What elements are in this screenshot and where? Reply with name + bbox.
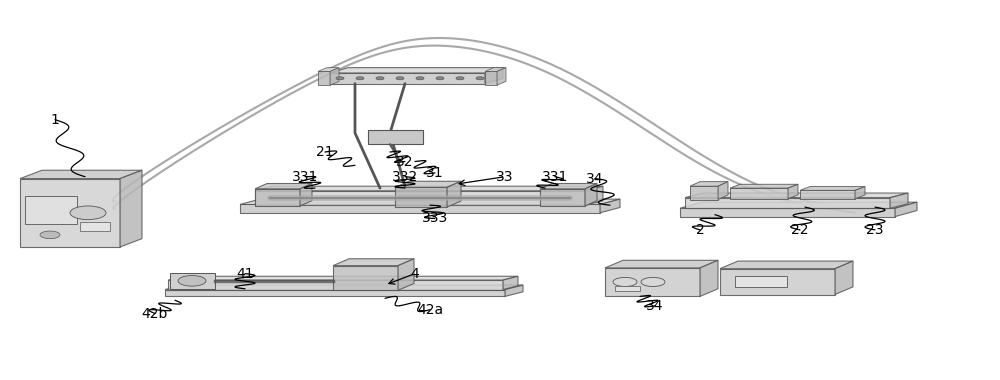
Polygon shape — [447, 181, 461, 207]
FancyBboxPatch shape — [735, 276, 787, 287]
Polygon shape — [540, 184, 597, 189]
Text: 42b: 42b — [142, 307, 168, 320]
Polygon shape — [585, 186, 603, 205]
Polygon shape — [720, 261, 853, 269]
Circle shape — [70, 206, 106, 220]
Text: 42a: 42a — [417, 303, 443, 317]
Text: 4: 4 — [411, 267, 419, 280]
Polygon shape — [890, 193, 908, 208]
Polygon shape — [505, 285, 523, 296]
Polygon shape — [333, 259, 414, 266]
Polygon shape — [685, 193, 908, 198]
Polygon shape — [255, 191, 585, 205]
Text: 34: 34 — [586, 172, 604, 185]
FancyBboxPatch shape — [368, 130, 423, 144]
Polygon shape — [720, 269, 835, 294]
FancyBboxPatch shape — [170, 273, 215, 289]
Polygon shape — [120, 170, 142, 247]
Polygon shape — [300, 184, 312, 206]
Polygon shape — [585, 184, 597, 206]
Text: 32: 32 — [396, 155, 414, 168]
Text: 41: 41 — [236, 267, 254, 280]
Circle shape — [436, 77, 444, 80]
Polygon shape — [165, 290, 505, 296]
Polygon shape — [680, 202, 917, 208]
Circle shape — [641, 277, 665, 287]
Polygon shape — [240, 204, 600, 213]
Circle shape — [476, 77, 484, 80]
Polygon shape — [605, 268, 700, 296]
Polygon shape — [718, 182, 728, 200]
Polygon shape — [600, 199, 620, 213]
Text: 333: 333 — [422, 212, 448, 225]
FancyBboxPatch shape — [25, 196, 77, 224]
Polygon shape — [330, 73, 485, 84]
Polygon shape — [318, 71, 330, 85]
Polygon shape — [333, 266, 398, 290]
Polygon shape — [485, 68, 506, 71]
Circle shape — [396, 77, 404, 80]
Polygon shape — [398, 259, 414, 290]
Polygon shape — [330, 68, 339, 85]
Polygon shape — [895, 202, 917, 217]
Polygon shape — [690, 186, 718, 200]
Polygon shape — [395, 181, 461, 187]
Text: 2: 2 — [696, 223, 704, 237]
Circle shape — [336, 77, 344, 80]
Polygon shape — [165, 285, 523, 290]
Polygon shape — [255, 184, 312, 189]
Text: 22: 22 — [791, 223, 809, 237]
Polygon shape — [730, 188, 788, 199]
Polygon shape — [800, 187, 865, 190]
Polygon shape — [685, 198, 890, 208]
Polygon shape — [788, 184, 798, 199]
Circle shape — [613, 277, 637, 287]
Polygon shape — [680, 208, 895, 217]
Polygon shape — [255, 186, 603, 191]
Polygon shape — [540, 189, 585, 206]
FancyBboxPatch shape — [615, 286, 640, 291]
Polygon shape — [485, 68, 503, 84]
Text: 34: 34 — [646, 299, 664, 313]
Text: 332: 332 — [392, 170, 418, 184]
Polygon shape — [255, 189, 300, 206]
Circle shape — [376, 77, 384, 80]
Polygon shape — [497, 68, 506, 85]
FancyBboxPatch shape — [80, 222, 110, 231]
Polygon shape — [503, 276, 518, 290]
Polygon shape — [20, 179, 120, 247]
Circle shape — [416, 77, 424, 80]
Circle shape — [40, 231, 60, 239]
Circle shape — [178, 276, 206, 286]
Polygon shape — [240, 199, 620, 204]
Polygon shape — [318, 68, 339, 71]
Polygon shape — [690, 182, 728, 186]
Polygon shape — [330, 68, 503, 73]
Text: 1: 1 — [51, 113, 59, 127]
Polygon shape — [168, 276, 518, 280]
Polygon shape — [168, 280, 503, 290]
Text: 331: 331 — [292, 170, 318, 184]
Text: 23: 23 — [866, 223, 884, 237]
Text: 21: 21 — [316, 145, 334, 159]
Text: 331: 331 — [542, 170, 568, 184]
Text: 31: 31 — [426, 166, 444, 180]
Polygon shape — [605, 260, 718, 268]
Polygon shape — [855, 187, 865, 199]
Polygon shape — [700, 260, 718, 296]
Polygon shape — [485, 71, 497, 85]
Polygon shape — [395, 187, 447, 207]
Circle shape — [456, 77, 464, 80]
Text: 33: 33 — [496, 170, 514, 184]
Polygon shape — [800, 190, 855, 199]
Polygon shape — [835, 261, 853, 294]
Circle shape — [356, 77, 364, 80]
Polygon shape — [730, 184, 798, 188]
Polygon shape — [20, 170, 142, 179]
